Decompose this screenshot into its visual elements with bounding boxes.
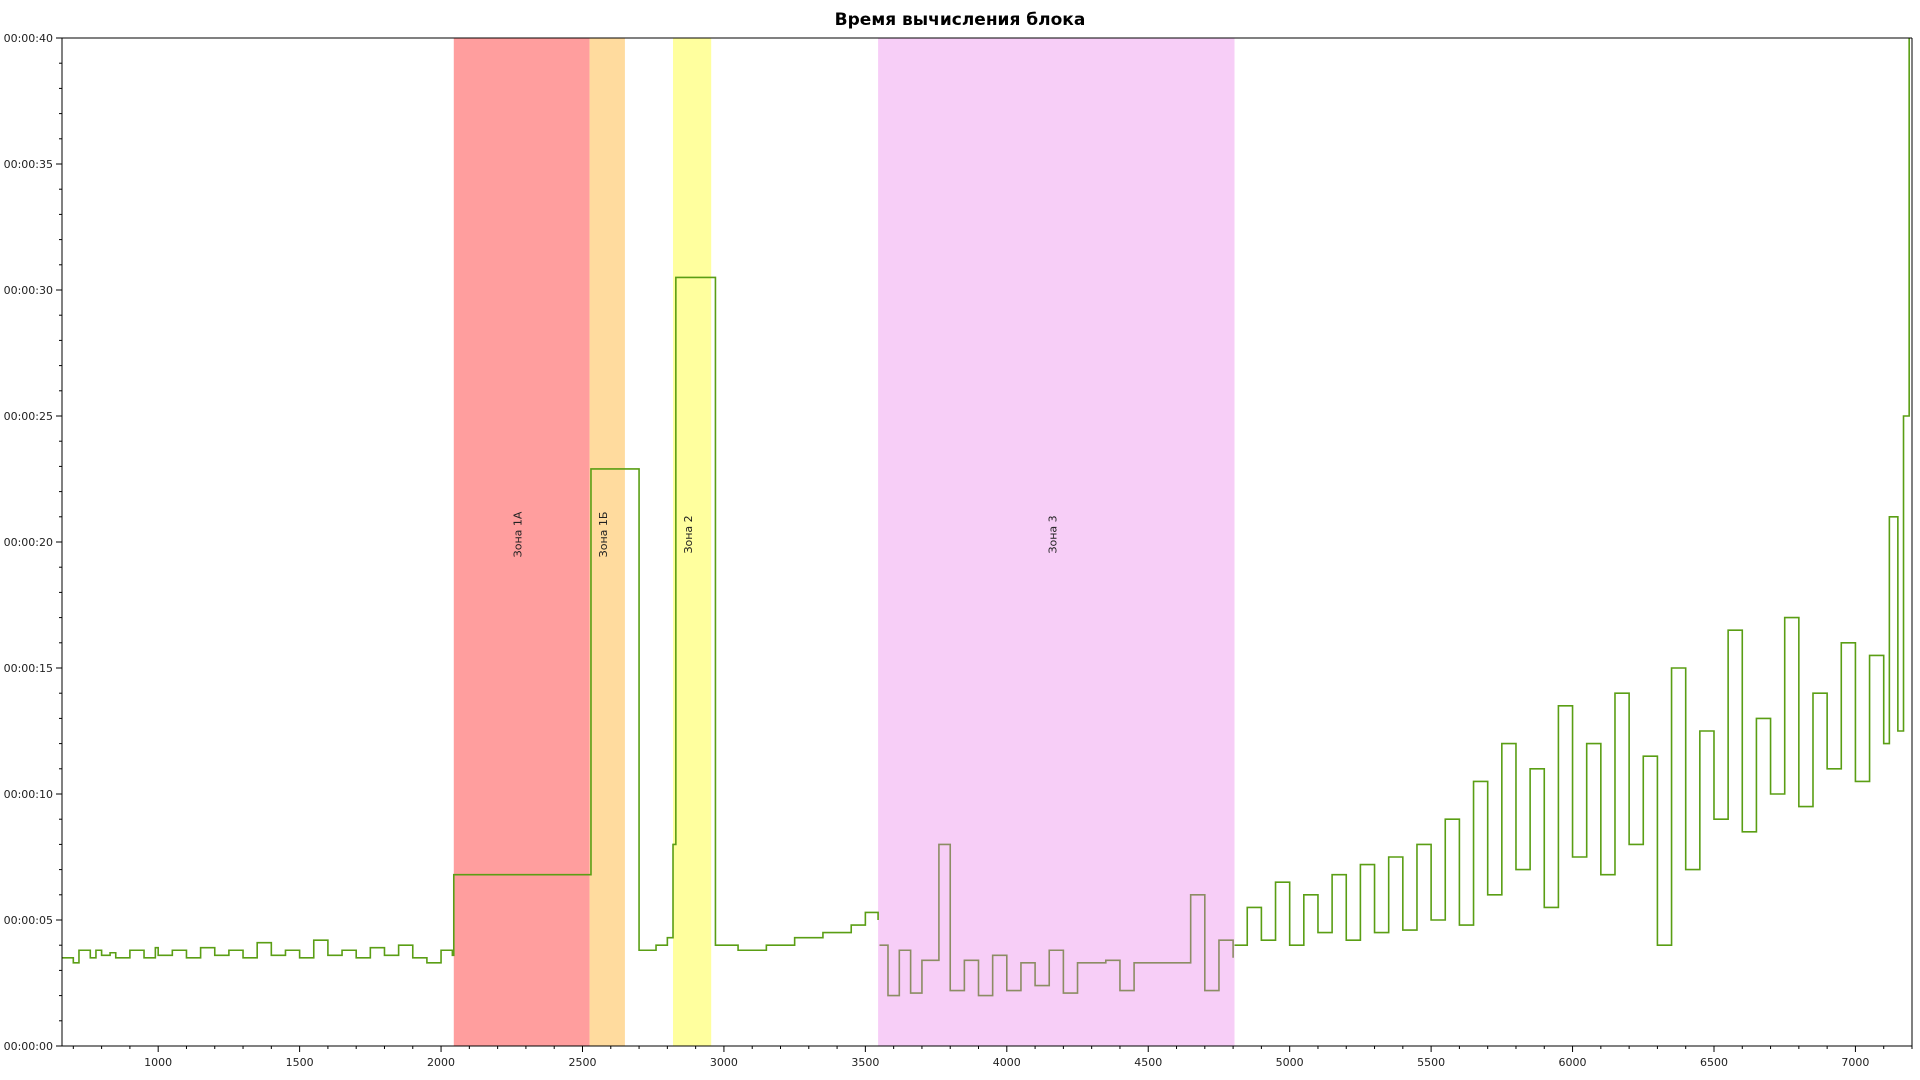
series-line-1 (62, 276, 879, 964)
zone-label-1: Зона 1А (512, 511, 525, 557)
x-tick-label: 7000 (1841, 1056, 1869, 1069)
x-tick-label: 6000 (1559, 1056, 1587, 1069)
chart-title: Время вычисления блока (834, 10, 1086, 30)
x-tick-label: 2000 (427, 1056, 455, 1069)
y-tick-label: 00:00:40 (4, 32, 53, 45)
series-layer (62, 38, 1910, 997)
y-tick-label: 00:00:00 (4, 1040, 53, 1053)
x-tick-label: 2500 (568, 1056, 596, 1069)
zone-label-2: Зона 1Б (597, 512, 610, 558)
x-tick-label: 1000 (144, 1056, 172, 1069)
x-tick-label: 4500 (1134, 1056, 1162, 1069)
x-tick-label: 3000 (710, 1056, 738, 1069)
zones-layer (453, 38, 1235, 1046)
y-tick-label: 00:00:15 (4, 662, 53, 675)
y-tick-label: 00:00:05 (4, 914, 53, 927)
zone-label-4: Зона 3 (1046, 515, 1059, 553)
y-tick-label: 00:00:25 (4, 410, 53, 423)
y-tick-label: 00:00:30 (4, 284, 53, 297)
zone-band-3 (673, 38, 712, 1046)
x-tick-label: 6500 (1700, 1056, 1728, 1069)
zone-label-3: Зона 2 (682, 515, 695, 553)
x-tick-label: 3500 (851, 1056, 879, 1069)
axes-layer: 1000 1500 2000 2500 3000 3500 4000 4500 5000 5500… (4, 32, 1913, 1069)
series-line-3 (1234, 38, 1910, 946)
y-tick-label: 00:00:10 (4, 788, 53, 801)
zone-band-2 (589, 38, 625, 1046)
x-tick-label: 1500 (286, 1056, 314, 1069)
zone-band-4 (878, 38, 1235, 1046)
zone-labels-layer: Зона 1А Зона 1Б Зона 2 Зона 3 (512, 511, 1060, 557)
x-tick-label: 4000 (993, 1056, 1021, 1069)
y-tick-label: 00:00:20 (4, 536, 53, 549)
series-line-2 (879, 843, 1234, 997)
x-tick-label: 5500 (1417, 1056, 1445, 1069)
y-tick-label: 00:00:35 (4, 158, 53, 171)
x-tick-label: 5000 (1276, 1056, 1304, 1069)
zone-band-1 (453, 38, 590, 1046)
